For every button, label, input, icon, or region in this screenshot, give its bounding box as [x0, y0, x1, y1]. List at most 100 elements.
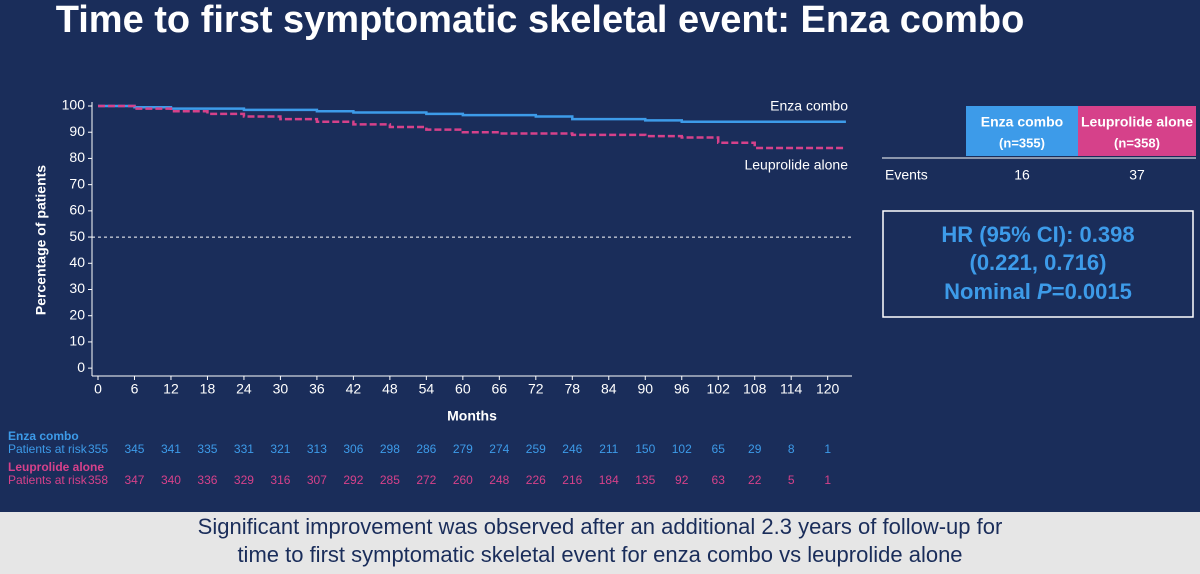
- y-axis-label: Percentage of patients: [33, 165, 49, 315]
- risk-count: 1: [824, 473, 831, 487]
- x-tick-label: 120: [816, 381, 840, 397]
- x-tick-label: 24: [236, 381, 252, 397]
- risk-count: 274: [489, 442, 509, 456]
- risk-count: 63: [712, 473, 726, 487]
- header-text: (n=358): [1114, 135, 1160, 150]
- x-tick-label: 102: [707, 381, 731, 397]
- x-tick-label: 30: [273, 381, 289, 397]
- x-tick-label: 96: [674, 381, 690, 397]
- x-tick-label: 18: [200, 381, 216, 397]
- x-tick-label: 60: [455, 381, 471, 397]
- risk-count: 248: [489, 473, 509, 487]
- risk-count: 345: [124, 442, 144, 456]
- header-text: (n=355): [999, 135, 1045, 150]
- risk-count: 292: [343, 473, 363, 487]
- hr-text: HR (95% CI): 0.398: [941, 222, 1134, 247]
- header-text: Leuprolide alone: [1081, 114, 1193, 130]
- footer-line: time to first symptomatic skeletal event…: [237, 542, 962, 567]
- risk-count: 272: [416, 473, 436, 487]
- x-tick-label: 42: [346, 381, 362, 397]
- risk-count: 8: [788, 442, 795, 456]
- risk-count: 358: [88, 473, 108, 487]
- risk-count: 307: [307, 473, 327, 487]
- hr-text: P: [1037, 279, 1052, 304]
- hr-text: Nominal: [944, 279, 1037, 304]
- risk-count: 336: [197, 473, 217, 487]
- header-cell: [1078, 106, 1196, 156]
- y-tick-label: 20: [69, 306, 85, 322]
- risk-count: 285: [380, 473, 400, 487]
- risk-count: 341: [161, 442, 181, 456]
- km-curve: [98, 104, 846, 123]
- risk-count: 1: [824, 442, 831, 456]
- hr-text: Nominal P=0.0015: [944, 279, 1132, 304]
- risk-count: 306: [343, 442, 363, 456]
- hr-text: (0.221, 0.716): [970, 250, 1107, 275]
- risk-count: 22: [748, 473, 762, 487]
- risk-count: 29: [748, 442, 762, 456]
- legend-label: Leuprolide alone: [744, 157, 848, 173]
- risk-count: 150: [635, 442, 655, 456]
- x-tick-label: 54: [419, 381, 435, 397]
- y-tick-label: 50: [69, 228, 85, 244]
- risk-count: 329: [234, 473, 254, 487]
- x-axis-label: Months: [447, 408, 497, 424]
- risk-count: 355: [88, 442, 108, 456]
- y-tick-label: 100: [62, 97, 86, 113]
- risk-count: 340: [161, 473, 181, 487]
- x-tick-label: 78: [565, 381, 581, 397]
- row-label: Events: [885, 167, 928, 183]
- risk-count: 5: [788, 473, 795, 487]
- risk-count: 313: [307, 442, 327, 456]
- y-tick-label: 60: [69, 202, 85, 218]
- footer-band: [0, 512, 1200, 574]
- risk-count: 331: [234, 442, 254, 456]
- y-tick-label: 90: [69, 123, 85, 139]
- risk-count: 279: [453, 442, 473, 456]
- x-tick-label: 114: [780, 381, 803, 397]
- hr-box: [882, 210, 1194, 318]
- risk-count: 135: [635, 473, 655, 487]
- y-tick-label: 40: [69, 254, 85, 270]
- risk-count: 65: [712, 442, 726, 456]
- x-tick-label: 66: [492, 381, 508, 397]
- risk-count: 335: [197, 442, 217, 456]
- risk-label: Patients at risk: [8, 473, 88, 487]
- header-cell: [966, 106, 1078, 156]
- y-tick-label: 30: [69, 280, 85, 296]
- risk-count: 216: [562, 473, 582, 487]
- risk-count: 321: [270, 442, 290, 456]
- x-tick-label: 36: [309, 381, 325, 397]
- x-tick-label: 84: [601, 381, 617, 397]
- risk-group: Leuprolide alone: [8, 460, 104, 474]
- risk-count: 226: [526, 473, 546, 487]
- x-tick-label: 48: [382, 381, 398, 397]
- y-tick-label: 70: [69, 175, 85, 191]
- footer-line: Significant improvement was observed aft…: [198, 514, 1003, 539]
- risk-count: 184: [599, 473, 619, 487]
- risk-group: Enza combo: [8, 429, 79, 443]
- x-tick-label: 0: [94, 381, 102, 397]
- y-tick-label: 80: [69, 149, 85, 165]
- x-tick-label: 108: [743, 381, 767, 397]
- hr-text: =0.0015: [1052, 279, 1132, 304]
- risk-count: 298: [380, 442, 400, 456]
- x-tick-label: 72: [528, 381, 544, 397]
- x-tick-label: 6: [131, 381, 139, 397]
- km-curve: [98, 104, 846, 150]
- y-tick-label: 10: [69, 333, 85, 349]
- x-tick-label: 12: [163, 381, 179, 397]
- header-text: Enza combo: [981, 114, 1063, 130]
- risk-count: 316: [270, 473, 290, 487]
- legend-label: Enza combo: [770, 97, 848, 113]
- x-tick-label: 90: [637, 381, 653, 397]
- risk-count: 259: [526, 442, 546, 456]
- cell: 37: [1129, 167, 1145, 183]
- cell: 16: [1014, 167, 1030, 183]
- risk-count: 92: [675, 473, 689, 487]
- risk-count: 286: [416, 442, 436, 456]
- risk-count: 102: [672, 442, 692, 456]
